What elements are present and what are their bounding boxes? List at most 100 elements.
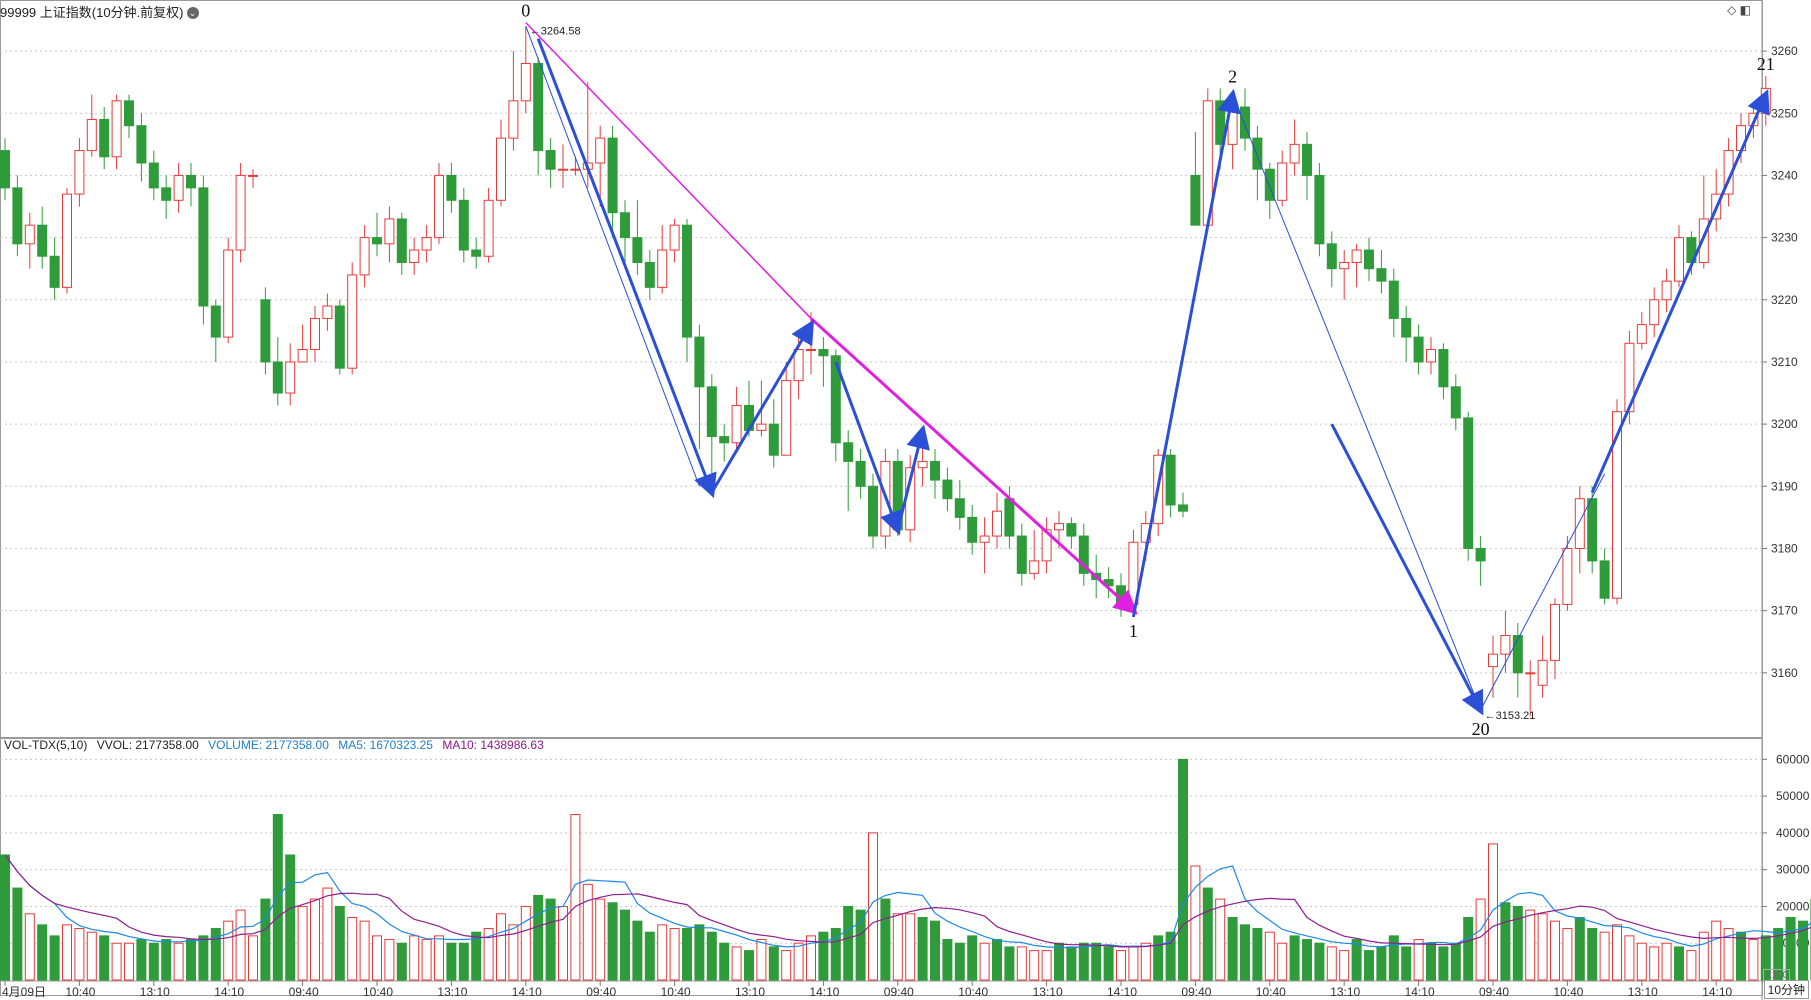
volume-bar-up[interactable] [124, 942, 134, 981]
candle[interactable] [1277, 150, 1288, 207]
candle[interactable] [1178, 492, 1188, 518]
candle[interactable] [967, 504, 978, 555]
volume-bar-up[interactable] [1264, 931, 1275, 981]
candle[interactable] [186, 163, 196, 207]
volume-bar-down[interactable] [210, 928, 221, 981]
candle[interactable] [210, 299, 221, 362]
volume-bar-up[interactable] [806, 935, 816, 981]
volume-bar-up[interactable] [1190, 865, 1201, 981]
volume-bar-up[interactable] [1029, 950, 1040, 981]
candle[interactable] [1041, 517, 1052, 574]
volume-bar-down[interactable] [1202, 887, 1213, 981]
volume-bar-down[interactable] [930, 920, 940, 981]
volume-bar-down[interactable] [396, 942, 407, 981]
candle[interactable] [1537, 635, 1548, 698]
candle[interactable] [62, 187, 72, 294]
candle[interactable] [496, 119, 506, 207]
candle[interactable] [334, 299, 345, 375]
volume-bar-down[interactable] [1376, 946, 1387, 981]
volume-bar-up[interactable] [905, 913, 916, 981]
candle[interactable] [830, 349, 841, 462]
candle[interactable] [198, 175, 209, 325]
volume-bar-up[interactable] [1711, 920, 1722, 981]
volume-bar-up[interactable] [781, 950, 792, 981]
candle[interactable] [136, 113, 147, 182]
candle[interactable] [657, 225, 668, 294]
candle[interactable] [12, 175, 23, 257]
candle[interactable] [173, 163, 184, 213]
candle[interactable] [49, 237, 60, 300]
candle[interactable] [1289, 119, 1300, 176]
volume-bar-down[interactable] [632, 920, 643, 981]
volume-bar-down[interactable] [917, 916, 928, 981]
candle[interactable] [161, 175, 172, 219]
candle[interactable] [1401, 306, 1412, 362]
candle[interactable] [1252, 125, 1263, 201]
volume-bar-up[interactable] [111, 942, 122, 981]
candle[interactable] [272, 337, 283, 406]
volume-bar-up[interactable] [223, 920, 234, 981]
volume-bars[interactable] [0, 758, 1811, 981]
volume-bar-down[interactable] [744, 950, 754, 981]
candle[interactable] [1599, 548, 1610, 605]
volume-bar-up[interactable] [1041, 950, 1052, 981]
volume-bar-down[interactable] [954, 942, 965, 981]
volume-bar-up[interactable] [1562, 928, 1573, 981]
candle[interactable] [471, 237, 482, 269]
volume-bar-up[interactable] [1599, 931, 1610, 981]
volume-bar-down[interactable] [1091, 942, 1102, 981]
volume-bar-up[interactable] [496, 913, 506, 981]
candle[interactable] [1376, 250, 1387, 294]
volume-bar-up[interactable] [868, 832, 878, 981]
panel-toggle-icon[interactable]: ◧ [1739, 3, 1751, 17]
volume-bar-up[interactable] [1649, 946, 1660, 981]
volume-bar-up[interactable] [570, 814, 581, 981]
candle[interactable] [1426, 337, 1436, 375]
candle[interactable] [1016, 523, 1027, 586]
volume-bar-down[interactable] [186, 939, 196, 981]
volume-bar-down[interactable] [1252, 928, 1263, 981]
volume-bar-up[interactable] [1116, 950, 1126, 981]
candle[interactable] [0, 138, 10, 201]
candle[interactable] [86, 94, 97, 157]
candle[interactable] [1488, 635, 1498, 698]
volume-bar-down[interactable] [1500, 902, 1511, 981]
volume-bar-down[interactable] [260, 898, 271, 981]
volume-bar-up[interactable] [669, 928, 680, 981]
volume-bar-up[interactable] [372, 935, 382, 981]
volume-bar-up[interactable] [248, 935, 258, 981]
volume-bar-up[interactable] [1525, 909, 1536, 981]
volume-bar-down[interactable] [1438, 946, 1449, 981]
volume-bar-up[interactable] [1661, 942, 1672, 981]
candle[interactable] [669, 218, 680, 263]
volume-bar-up[interactable] [520, 905, 531, 981]
volume-bar-up[interactable] [756, 939, 767, 981]
volume-bar-down[interactable] [198, 935, 209, 981]
volume-bar-down[interactable] [1066, 946, 1077, 981]
candle[interactable] [1302, 131, 1312, 201]
volume-bar-up[interactable] [384, 939, 395, 981]
candle[interactable] [1674, 225, 1684, 288]
candle[interactable] [322, 293, 333, 331]
volume-bar-up[interactable] [235, 909, 246, 981]
chart-title[interactable]: 99999 上证指数(10分钟.前复权) ⌄ [0, 2, 199, 21]
volume-bar-up[interactable] [1339, 950, 1350, 981]
volume-bar-down[interactable] [607, 902, 618, 981]
period-button[interactable]: 10分钟 [1763, 980, 1809, 999]
volume-bar-up[interactable] [1475, 898, 1486, 981]
volume-bar-down[interactable] [37, 924, 48, 981]
volume-bar-up[interactable] [1636, 942, 1647, 981]
candle[interactable] [694, 324, 705, 449]
candle[interactable] [297, 324, 308, 363]
volume-bar-down[interactable] [843, 905, 854, 981]
candle[interactable] [781, 361, 792, 456]
volume-bar-down[interactable] [0, 854, 10, 981]
volume-bar-down[interactable] [1512, 905, 1523, 981]
volume-bar-up[interactable] [86, 931, 97, 981]
candle[interactable] [1413, 324, 1424, 375]
candle[interactable] [223, 237, 234, 344]
candle[interactable] [1314, 163, 1325, 257]
volume-bar-down[interactable] [285, 854, 296, 981]
candle[interactable] [148, 150, 159, 201]
volume-bar-down[interactable] [1388, 935, 1399, 981]
